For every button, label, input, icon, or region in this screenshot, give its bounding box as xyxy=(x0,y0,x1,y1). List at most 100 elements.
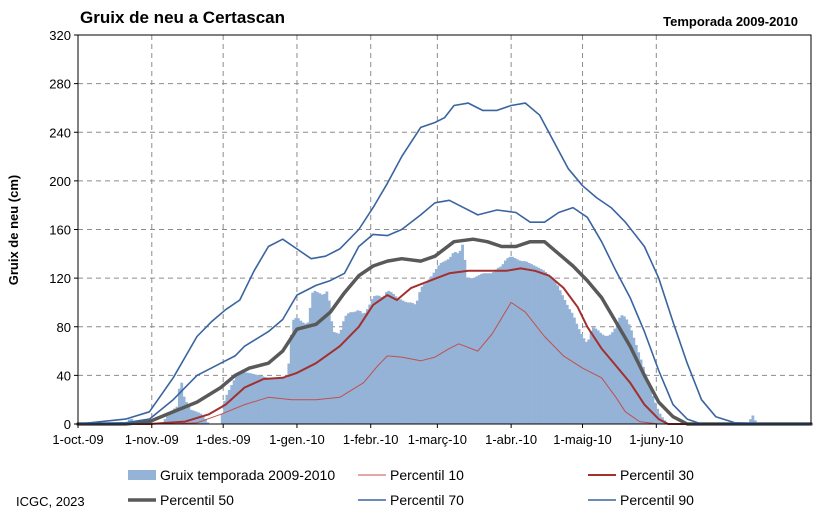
snow-depth-bar xyxy=(446,259,450,424)
snow-depth-bar xyxy=(637,352,641,424)
snow-depth-bar xyxy=(751,415,755,424)
snow-depth-bar xyxy=(520,261,524,424)
snow-depth-bar xyxy=(187,406,191,424)
snow-depth-bar xyxy=(344,315,348,424)
snow-depth-bar xyxy=(534,266,538,424)
snow-depth-bar xyxy=(627,324,631,424)
snow-depth-bar xyxy=(292,319,295,424)
snow-depth-bar xyxy=(394,296,398,424)
snow-depth-bar xyxy=(358,310,362,424)
snow-depth-bar xyxy=(546,274,550,424)
legend-label: Gruix temporada 2009-2010 xyxy=(160,467,335,483)
snow-depth-bar xyxy=(177,388,181,424)
snow-depth-bar xyxy=(285,377,288,424)
snow-depth-bar xyxy=(370,299,374,424)
snow-depth-bar xyxy=(523,261,526,424)
bar-series xyxy=(125,244,757,424)
snow-depth-bar xyxy=(432,272,436,424)
snow-depth-bar xyxy=(553,280,557,424)
snow-depth-bar xyxy=(463,259,467,424)
snow-depth-bar xyxy=(385,292,388,424)
snow-depth-bar xyxy=(246,372,250,424)
y-tick-label: 80 xyxy=(57,320,71,335)
snow-depth-bar xyxy=(363,312,367,424)
snow-depth-bar xyxy=(653,402,657,424)
x-tick-label: 1-maig-10 xyxy=(553,432,612,447)
y-tick-label: 280 xyxy=(49,77,71,92)
snow-depth-bar xyxy=(349,312,353,424)
snow-depth-bar xyxy=(599,332,602,424)
snow-depth-bar xyxy=(423,284,426,424)
snow-depth-bar xyxy=(166,415,169,424)
snow-depth-bar xyxy=(232,380,236,424)
x-tick-label: 1-febr.-10 xyxy=(343,432,399,447)
snow-depth-bar xyxy=(468,278,472,424)
snow-depth-bar xyxy=(173,408,176,424)
credit-text: ICGC, 2023 xyxy=(16,494,85,509)
snow-depth-bar xyxy=(170,410,174,424)
snow-depth-bar xyxy=(753,420,757,424)
snow-depth-bar xyxy=(589,331,593,424)
snow-depth-bar xyxy=(204,419,207,424)
snow-depth-bar xyxy=(249,373,253,424)
snow-depth-bar xyxy=(449,256,453,424)
y-tick-label: 320 xyxy=(49,28,71,43)
snow-depth-bar xyxy=(389,292,393,424)
x-tick-label: 1-des.-09 xyxy=(196,432,251,447)
snow-depth-bar xyxy=(380,296,384,424)
snow-depth-bar xyxy=(266,377,269,424)
snow-depth-bar xyxy=(318,293,322,424)
snow-depth-bar xyxy=(294,317,298,424)
snow-depth-bar xyxy=(323,293,326,424)
snow-depth-bar xyxy=(313,290,317,424)
snow-depth-bar xyxy=(646,381,650,424)
snow-depth-bar xyxy=(420,286,424,424)
snow-depth-bar xyxy=(563,300,567,424)
line-percentil-90 xyxy=(77,102,812,425)
snow-depth-bar xyxy=(465,278,469,424)
snow-depth-bar xyxy=(496,267,500,424)
snow-depth-bar xyxy=(299,320,303,424)
legend-label: Percentil 70 xyxy=(390,492,464,508)
snow-depth-bar xyxy=(582,338,586,424)
snow-depth-bar xyxy=(404,301,407,424)
snow-depth-bar xyxy=(289,334,293,424)
snow-depth-bar xyxy=(199,413,203,424)
snow-depth-bar xyxy=(192,410,196,424)
snow-depth-bar xyxy=(620,315,624,424)
snow-depth-bar xyxy=(254,374,257,424)
snow-depth-bar xyxy=(506,258,510,424)
snow-depth-bar xyxy=(542,270,545,424)
snow-depth-bar xyxy=(570,312,574,424)
snow-depth-bar xyxy=(411,303,414,424)
snow-depth-bar xyxy=(237,373,241,424)
snow-depth-bar xyxy=(346,313,350,424)
snow-depth-bar xyxy=(175,406,179,424)
x-tick-labels: 1-oct.-09 1-nov.-09 1-des.-09 1-gen.-10 1-fe… xyxy=(52,424,683,447)
snow-depth-bar xyxy=(434,269,438,424)
snow-depth-bar xyxy=(401,300,405,424)
snow-depth-bar xyxy=(622,316,626,424)
snow-depth-bar xyxy=(392,293,395,424)
snow-depth-bar xyxy=(273,377,276,424)
legend: Gruix temporada 2009-2010 Percentil 10 Per… xyxy=(128,467,694,508)
snow-depth-bar xyxy=(596,330,600,424)
snow-depth-bar xyxy=(603,335,607,424)
line-percentil-10 xyxy=(77,301,812,425)
snow-depth-bar xyxy=(425,281,429,424)
snow-depth-bar xyxy=(537,267,541,424)
snow-depth-bar xyxy=(530,264,533,424)
snow-depth-bar xyxy=(261,376,265,424)
x-tick-label: 1-nov.-09 xyxy=(125,432,179,447)
snow-depth-bar xyxy=(451,253,455,424)
snow-depth-bar xyxy=(368,304,372,424)
snow-depth-bar xyxy=(573,317,576,424)
snow-depth-bar xyxy=(473,277,476,424)
snow-depth-bar xyxy=(511,256,514,424)
snow-depth-bar xyxy=(270,377,274,424)
snow-depth-bar xyxy=(280,377,284,424)
snow-depth-bar xyxy=(325,291,329,424)
snow-depth-bar xyxy=(525,261,529,424)
snow-depth-bar xyxy=(418,292,422,424)
snow-depth-bar xyxy=(263,376,267,424)
